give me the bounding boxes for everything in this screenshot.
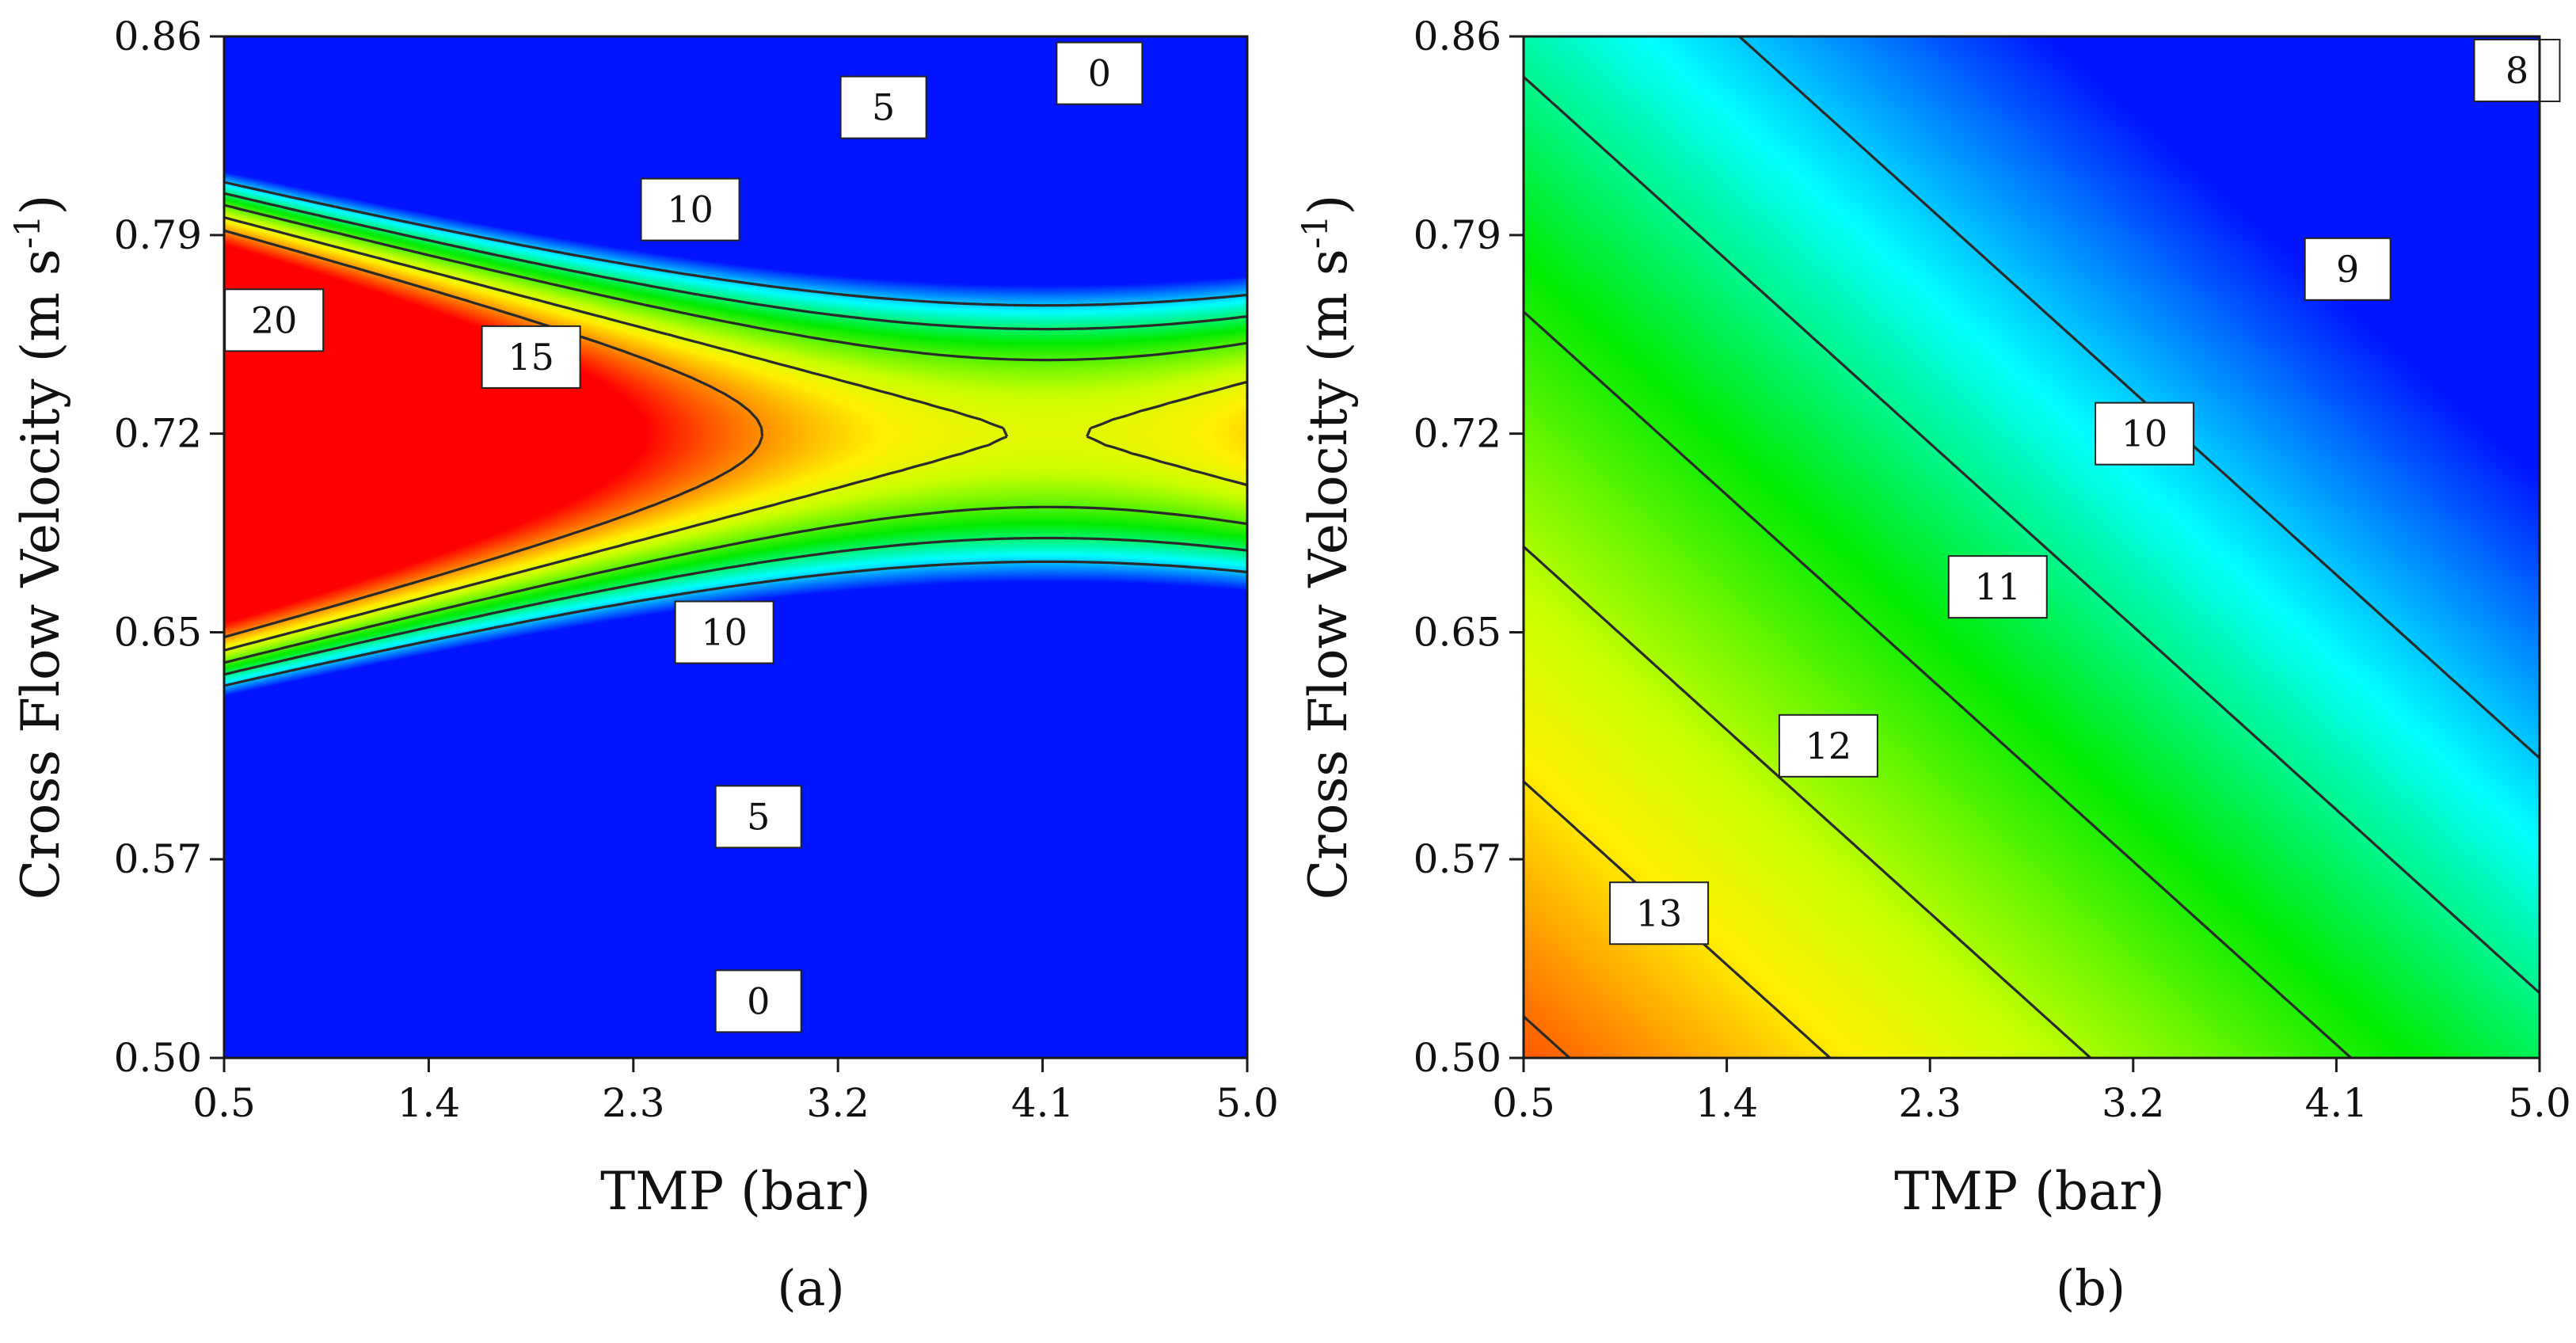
contour-label: 8 [2506,49,2528,92]
y-tick-label: 0.65 [114,610,202,656]
contour-label-background [2095,401,2195,466]
contour-label-box: 10 [2095,401,2195,466]
contour-label-background [714,785,802,849]
y-tick-label: 0.50 [1414,1035,1501,1081]
contour-line-11 [1522,546,2092,1060]
x-tick-label: 4.1 [1011,1080,1075,1126]
contour-label-background [640,177,740,242]
panel-b-label: (b) [2056,1259,2125,1317]
y-tick-label: 0.57 [114,836,202,882]
y-tick-label: 0.79 [1414,212,1501,258]
x-tick-label: 0.5 [192,1080,256,1126]
contour-line-9 [1522,75,2541,995]
panel-b-x-axis-title: TMP (bar) [1894,1161,2165,1222]
contour-label: 11 [1974,565,2021,608]
y-tick-label: 0.86 [114,13,202,59]
contour-label: 5 [872,86,895,129]
contour-label: 0 [1088,52,1111,95]
y-tick-label: 0.72 [114,411,202,457]
contour-line-0 [223,181,1248,687]
panel-a-contour-labels: 0 5 10 15 20 10 5 0 [224,41,1143,1033]
panel-a-y-axis-title: Cross Flow Velocity (m s-1) [8,195,71,900]
panel-a-y-axis-title-main: Cross Flow Velocity (m s [10,249,71,900]
panel-a-label: (a) [777,1259,844,1317]
contour-line-10 [223,204,1248,664]
panel-b-y-axis-title-main: Cross Flow Velocity (m s [1298,249,1359,900]
contour-label-box: 10 [640,177,740,242]
panel-b-y-axis-title-sup: -1 [1296,215,1336,249]
panel-b-frame [1522,35,2541,1060]
contour-label-box: 8 [2473,39,2561,102]
x-tick-label: 0.5 [1492,1080,1555,1126]
contour-label-box: 10 [674,600,774,664]
contour-label: 20 [251,299,298,341]
contour-label: 12 [1805,725,1852,767]
contour-line-10 [1522,310,2353,1060]
x-tick-label: 3.2 [806,1080,869,1126]
panel-b-y-axis-title-close: ) [1298,195,1359,215]
contour-label: 5 [747,795,770,838]
x-tick-label: 2.3 [1898,1080,1961,1126]
x-tick-label: 1.4 [398,1080,461,1126]
contour-label-background [2304,237,2391,301]
contour-label-box: 9 [2304,237,2391,301]
contour-label-box: 11 [1947,555,2048,619]
y-tick-label: 0.57 [1414,836,1501,882]
contour-label-background [839,75,927,139]
x-tick-label: 4.1 [2305,1080,2369,1126]
contour-label-box: 5 [839,75,927,139]
contour-label-background [481,325,581,389]
contour-label-background [714,969,802,1033]
contour-label-background [674,600,774,664]
contour-label-background [1947,555,2048,619]
contour-label: 13 [1636,892,1683,934]
panel-a-ticks: 0.5 1.4 2.3 3.2 4.1 5.0 0.50 0.57 0.65 0.72 0.79 0.… [114,13,1279,1126]
panel-b: 13 12 11 10 9 8 0.5 1.4 2.3 3.2 4.1 5.0 0.50 0.57 0.6… [1296,13,2571,1317]
x-tick-label: 5.0 [1216,1080,1279,1126]
contour-label: 10 [2121,413,2168,455]
panel-b-ticks: 0.5 1.4 2.3 3.2 4.1 5.0 0.50 0.57 0.65 0.72 0.79 0.… [1414,13,2571,1126]
panel-b-contour-labels: 13 12 11 10 9 8 [1609,39,2561,945]
y-tick-label: 0.79 [114,212,202,258]
y-tick-label: 0.72 [1414,411,1501,457]
contour-label-box: 0 [1056,41,1143,105]
panel-b-contour-lines [1522,35,2541,1060]
y-tick-label: 0.50 [114,1035,202,1081]
panel-a-contour-lines [223,181,1248,687]
contour-label-background [1056,41,1143,105]
contour-label-box: 15 [481,325,581,389]
panel-a-frame [223,35,1249,1060]
contour-label-box: 0 [714,969,802,1033]
x-tick-label: 5.0 [2508,1080,2571,1126]
x-tick-label: 2.3 [602,1080,665,1126]
x-tick-label: 3.2 [2102,1080,2165,1126]
contour-label: 10 [667,188,713,231]
contour-label-box: 20 [224,288,325,352]
contour-line-20 [223,229,764,639]
contour-line-13 [1522,1015,1571,1060]
panel-a-y-axis-title-close: ) [10,195,71,215]
contour-label: 10 [701,611,748,654]
contour-line-15 [223,216,1248,652]
panel-b-y-axis-title: Cross Flow Velocity (m s-1) [1296,195,1359,900]
contour-label-background [2473,39,2561,102]
contour-label: 0 [747,980,770,1022]
y-tick-label: 0.86 [1414,13,1501,59]
contour-label-background [1609,881,1710,945]
contour-label-box: 5 [714,785,802,849]
contour-label: 9 [2336,248,2359,291]
contour-label-box: 12 [1778,713,1878,778]
contour-label-background [1778,713,1878,778]
contour-label-box: 13 [1609,881,1710,945]
panel-a-y-axis-title-sup: -1 [8,215,48,249]
contour-label: 15 [508,336,554,379]
x-tick-label: 1.4 [1695,1080,1759,1126]
y-tick-label: 0.65 [1414,610,1501,656]
panel-a-x-axis-title: TMP (bar) [600,1161,871,1222]
contour-line-5 [223,192,1248,676]
